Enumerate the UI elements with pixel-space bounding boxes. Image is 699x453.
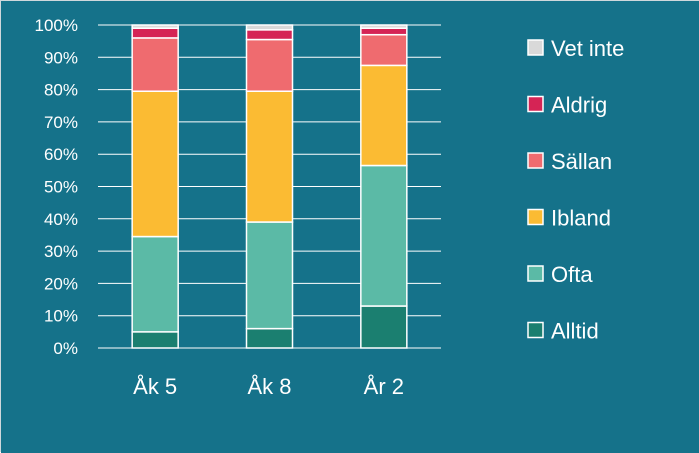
bar-segment-alltid <box>131 331 179 349</box>
y-tick-label: 80% <box>44 81 78 100</box>
y-tick-label: 30% <box>44 242 78 261</box>
bar-segment-vet-inte <box>360 24 408 29</box>
x-category-label: Åk 8 <box>247 374 291 399</box>
bars <box>131 24 408 349</box>
y-tick-label: 70% <box>44 113 78 132</box>
bar-segment-alltid <box>360 305 408 349</box>
bar-segment-aldrig <box>131 27 179 39</box>
legend-swatch <box>527 39 544 56</box>
bar-segment-vet-inte <box>131 24 179 29</box>
y-tick-label: 90% <box>44 48 78 67</box>
legend-label: Vet inte <box>551 36 624 61</box>
bar-segment-aldrig <box>360 27 408 36</box>
y-tick-label: 0% <box>53 339 78 358</box>
legend-swatch <box>527 265 544 282</box>
bar-segment-ibland <box>245 90 294 223</box>
x-category-label: År 2 <box>364 374 404 399</box>
x-category-label: Åk 5 <box>133 374 177 399</box>
legend-label: Alltid <box>551 319 599 344</box>
bar-segment-ofta <box>131 235 179 333</box>
y-tick-label: 50% <box>44 178 78 197</box>
bar-segment-ibland <box>360 64 408 167</box>
legend-swatch <box>527 95 544 113</box>
bar-segment-sällan <box>245 38 294 92</box>
bar-segment-alltid <box>245 327 294 349</box>
y-tick-label: 60% <box>44 145 78 164</box>
y-tick-label: 20% <box>44 274 78 293</box>
bar-segment-ofta <box>360 164 408 307</box>
bar-segment-vet-inte <box>245 24 294 31</box>
legend: Vet inte Aldrig Sällan Ibland Ofta Alltid <box>527 36 624 344</box>
bar-segment-sällan <box>131 37 179 92</box>
bar-segment-ibland <box>131 90 179 238</box>
legend-swatch <box>527 208 544 226</box>
legend-label: Sällan <box>551 149 612 174</box>
legend-label: Ibland <box>551 206 611 231</box>
legend-label: Aldrig <box>551 93 607 118</box>
legend-swatch <box>527 321 544 339</box>
y-axis-tick-labels: 0% 10% 20% 30% 40% 50% 60% 70% 80% 90% 100% <box>35 16 78 358</box>
bar-segment-sällan <box>360 33 408 67</box>
bar-segment-aldrig <box>245 29 294 41</box>
x-axis-category-labels: Åk 5 Åk 8 År 2 <box>133 374 404 399</box>
legend-swatch <box>527 152 544 169</box>
legend-label: Ofta <box>551 262 593 287</box>
y-tick-label: 100% <box>35 16 78 35</box>
bar-segment-ofta <box>245 221 294 330</box>
y-tick-label: 10% <box>44 307 78 326</box>
y-tick-label: 40% <box>44 210 78 229</box>
